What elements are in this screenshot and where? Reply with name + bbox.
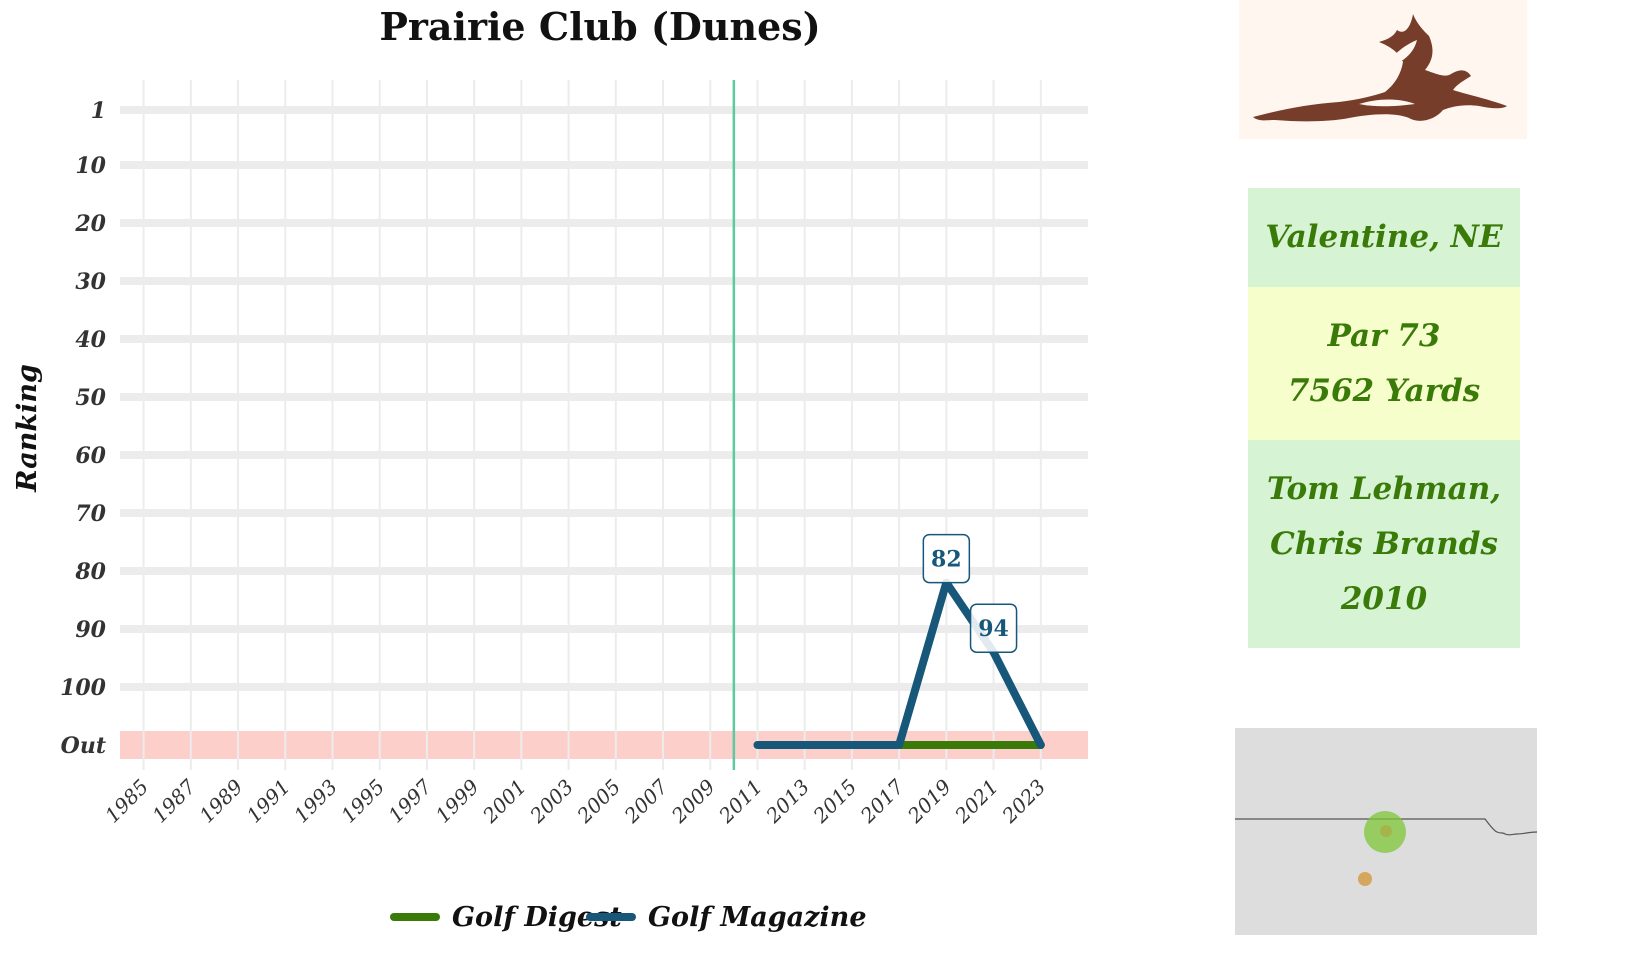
x-tick-label: 2003 xyxy=(524,775,578,829)
stats-panel: Par 73 7562 Yards xyxy=(1248,287,1520,440)
plot-area: 1985198719891991199319951997199920012003… xyxy=(60,80,1088,933)
data-label-box xyxy=(922,533,971,584)
y-tick-label: 90 xyxy=(75,617,106,643)
data-label-box xyxy=(969,603,1018,653)
x-tick-label: 2019 xyxy=(902,774,956,828)
x-tick-label: 2009 xyxy=(666,774,720,828)
location-text: Valentine, NE xyxy=(1265,219,1503,255)
legend-label: Golf Magazine xyxy=(648,902,867,933)
y-tick-label: 30 xyxy=(75,269,106,295)
x-tick-label: 2005 xyxy=(572,775,626,829)
x-tick-label: 1989 xyxy=(195,774,248,827)
course-logo xyxy=(1239,0,1527,139)
x-tick-label: 2023 xyxy=(997,775,1051,829)
state-outline-map xyxy=(1235,811,1537,886)
y-tick-label: 100 xyxy=(60,675,107,701)
data-label: 82 xyxy=(931,547,962,573)
yardage-text: 7562 Yards xyxy=(1287,372,1481,409)
course-location-marker xyxy=(1380,825,1392,837)
y-tick-label: Out xyxy=(61,733,106,759)
chart-title: Prairie Club (Dunes) xyxy=(379,4,820,49)
other-location-marker xyxy=(1358,872,1372,886)
x-tick-label: 2013 xyxy=(761,775,815,829)
x-tick-label: 2007 xyxy=(619,774,673,828)
x-tick-label: 1997 xyxy=(383,774,436,827)
x-tick-label: 2015 xyxy=(808,775,862,829)
y-tick-label: 80 xyxy=(74,559,106,585)
location-map xyxy=(1235,728,1537,935)
location-panel: Valentine, NE xyxy=(1248,188,1520,287)
y-tick-label: 40 xyxy=(75,327,106,353)
x-tick-label: 1993 xyxy=(289,775,342,828)
y-tick-label: 50 xyxy=(75,385,106,411)
x-tick-label: 2017 xyxy=(855,774,909,828)
data-label: 94 xyxy=(978,616,1009,642)
architect-line-2: Chris Brands xyxy=(1270,525,1498,562)
x-tick-label: 1987 xyxy=(147,774,200,827)
x-tick-label: 2011 xyxy=(713,775,767,829)
x-tick-label: 2021 xyxy=(949,775,1003,829)
y-tick-label: 60 xyxy=(75,443,106,469)
y-tick-label: 1 xyxy=(91,98,106,124)
par-text: Par 73 xyxy=(1327,317,1441,354)
x-tick-label: 1991 xyxy=(242,775,295,828)
y-tick-label: 10 xyxy=(75,153,106,179)
y-axis-label: Ranking xyxy=(12,364,43,493)
flying-bird-icon xyxy=(1253,14,1507,122)
architect-panel: Tom Lehman, Chris Brands 2010 xyxy=(1248,440,1520,648)
y-tick-label: 70 xyxy=(75,501,106,527)
architect-line-1: Tom Lehman, xyxy=(1266,470,1502,507)
x-tick-label: 1999 xyxy=(431,774,484,827)
x-tick-label: 1985 xyxy=(100,775,153,828)
x-tick-label: 1995 xyxy=(336,775,389,828)
year-built-text: 2010 xyxy=(1340,580,1428,617)
y-tick-label: 20 xyxy=(74,211,106,237)
x-tick-label: 2001 xyxy=(477,775,531,829)
state-border xyxy=(1235,818,1537,836)
